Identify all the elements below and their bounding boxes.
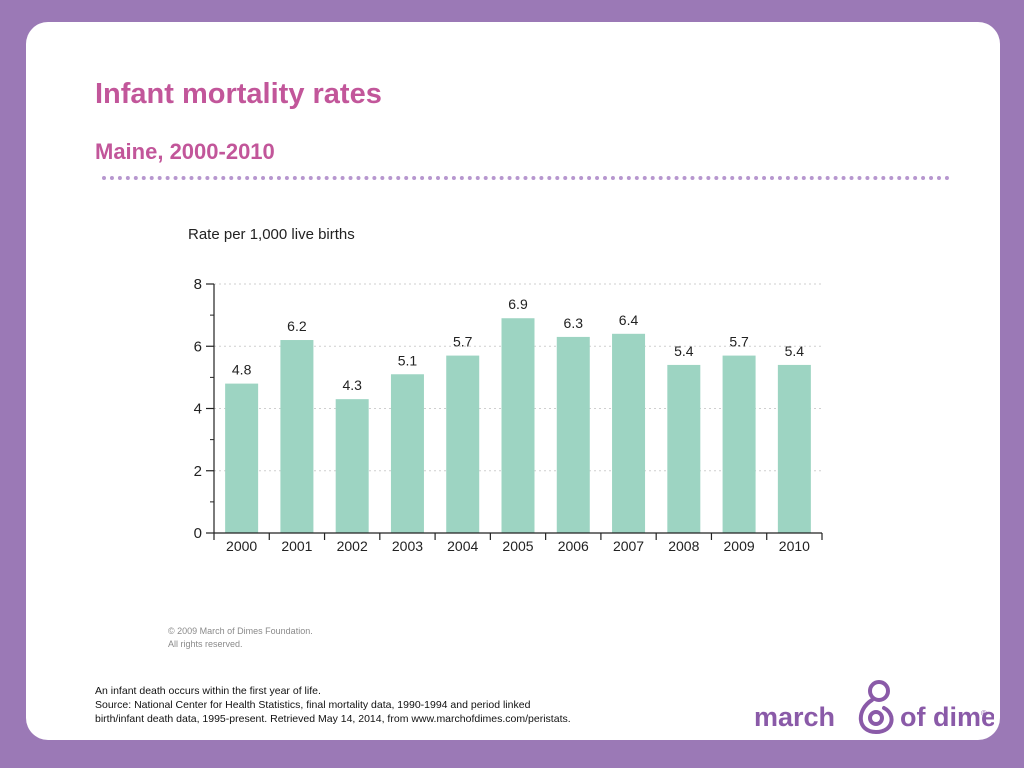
bar-value-label: 5.1 [398, 352, 418, 368]
bar [446, 355, 480, 533]
march-of-dimes-logo: march of dimes ® [754, 680, 994, 735]
bar-value-label: 6.4 [619, 312, 639, 328]
bar [225, 383, 259, 533]
x-tick-label: 2006 [558, 538, 589, 554]
bar-value-label: 4.8 [232, 362, 252, 378]
y-tick-label: 2 [194, 463, 202, 480]
x-tick-label: 2008 [668, 538, 699, 554]
copyright-line: © 2009 March of Dimes Foundation. [168, 626, 313, 636]
bar [280, 340, 314, 533]
x-tick-label: 2007 [613, 538, 644, 554]
x-tick-label: 2009 [724, 538, 755, 554]
bar [612, 333, 646, 533]
source-notes: An infant death occurs within the first … [95, 684, 571, 726]
bar-value-label: 5.4 [674, 343, 694, 359]
bar [335, 399, 369, 533]
bar [501, 318, 535, 533]
note-line: An infant death occurs within the first … [95, 685, 321, 697]
x-tick-label: 2005 [502, 538, 533, 554]
x-tick-label: 2003 [392, 538, 423, 554]
note-line: birth/infant death data, 1995-present. R… [95, 713, 571, 725]
bar [390, 374, 424, 533]
x-tick-label: 2002 [337, 538, 368, 554]
bar-chart: 4.8 6.2 4.3 5.1 5.7 6.9 6.3 6.4 5.4 5.7 5.4 0 2 4 6 8 2… [188, 227, 823, 554]
bar-value-label: 5.7 [453, 334, 473, 350]
copyright-notice: © 2009 March of Dimes Foundation. All ri… [168, 625, 313, 651]
note-line: Source: National Center for Health Stati… [95, 699, 531, 711]
bar [556, 336, 590, 533]
y-tick-label: 8 [194, 276, 202, 293]
bar [667, 364, 701, 533]
dotted-divider [102, 176, 950, 180]
bar-value-label: 6.9 [508, 296, 528, 312]
bar [722, 355, 756, 533]
logo-mother-child-icon [858, 680, 894, 735]
y-tick-label: 6 [194, 338, 202, 355]
slide-card: Infant mortality rates Maine, 2000-2010 … [26, 22, 1000, 740]
copyright-line: All rights reserved. [168, 639, 243, 649]
x-tick-label: 2001 [281, 538, 312, 554]
chart-axes: 0 2 4 6 8 2000 2001 2002 2003 2004 2005 2006 2007 200… [194, 276, 823, 554]
bar [777, 364, 811, 533]
bar-value-label: 5.4 [785, 343, 805, 359]
logo-registered-mark: ® [981, 709, 987, 718]
x-tick-label: 2010 [779, 538, 810, 554]
chart-gridlines [214, 283, 822, 472]
y-axis-label: Rate per 1,000 live births [188, 227, 355, 243]
chart-bars: 4.8 6.2 4.3 5.1 5.7 6.9 6.3 6.4 5.4 5.7 5.4 [225, 296, 811, 533]
y-tick-label: 4 [194, 401, 202, 418]
bar-value-label: 5.7 [729, 334, 749, 350]
y-tick-label: 0 [194, 525, 202, 542]
bar-value-label: 6.2 [287, 318, 307, 334]
logo-word-left: march [754, 702, 835, 732]
bar-value-label: 4.3 [342, 377, 362, 393]
bar-value-label: 6.3 [564, 315, 584, 331]
x-tick-label: 2004 [447, 538, 478, 554]
x-tick-label: 2000 [226, 538, 257, 554]
page-title: Infant mortality rates [95, 78, 382, 110]
page-subtitle: Maine, 2000-2010 [95, 139, 275, 164]
logo-word-right: of dimes [900, 702, 994, 732]
